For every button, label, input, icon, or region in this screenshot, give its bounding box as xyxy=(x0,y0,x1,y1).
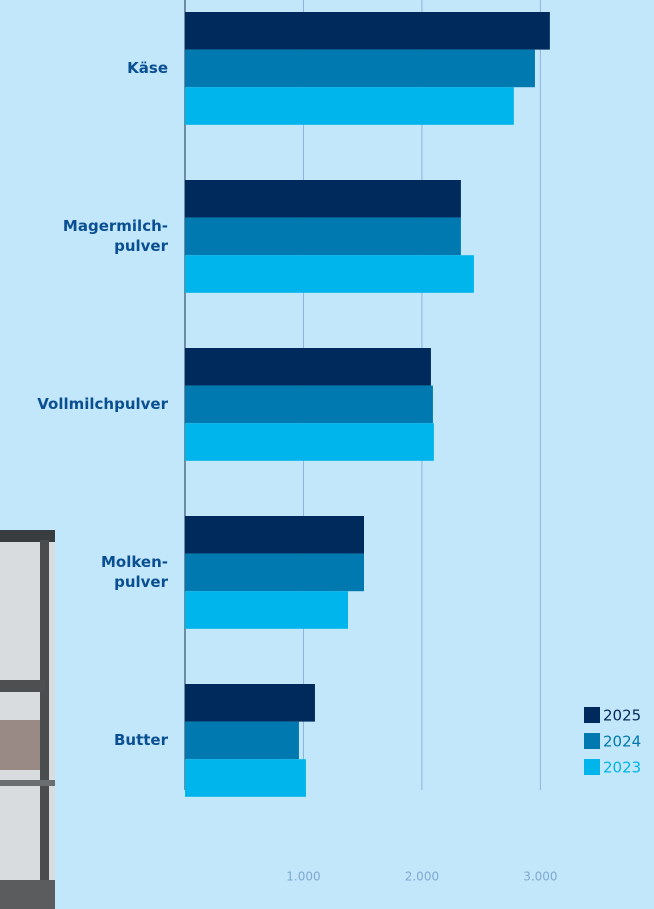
photo xyxy=(0,530,55,909)
bar xyxy=(185,516,364,554)
x-tick-label: 3.000 xyxy=(523,870,557,884)
y-tick-label: Vollmilchpulver xyxy=(37,395,168,414)
bar xyxy=(185,255,474,293)
legend-swatch xyxy=(584,733,600,749)
bar xyxy=(185,217,461,256)
y-tick-label: Magermilch- pulver xyxy=(62,217,168,256)
x-tick-label: 2.000 xyxy=(405,870,439,884)
x-tick-label: 1.000 xyxy=(286,870,320,884)
y-tick-label: Käse xyxy=(127,59,168,78)
bar xyxy=(185,12,550,50)
bar xyxy=(185,180,461,218)
bar xyxy=(185,348,431,386)
bar xyxy=(185,684,315,722)
y-tick-label: Molken- pulver xyxy=(100,553,168,592)
legend-label: 2024 xyxy=(603,733,641,751)
bar xyxy=(185,721,299,760)
bar xyxy=(185,49,535,88)
y-tick-label: Butter xyxy=(113,731,168,750)
bar xyxy=(185,591,349,629)
bar xyxy=(185,553,364,592)
legend-swatch xyxy=(584,707,600,723)
legend-label: 2023 xyxy=(603,759,641,777)
bar xyxy=(185,423,434,461)
bar xyxy=(185,385,433,424)
legend-label: 2025 xyxy=(603,707,641,725)
bar xyxy=(185,87,514,125)
legend-swatch xyxy=(584,759,600,775)
bar xyxy=(185,759,306,797)
